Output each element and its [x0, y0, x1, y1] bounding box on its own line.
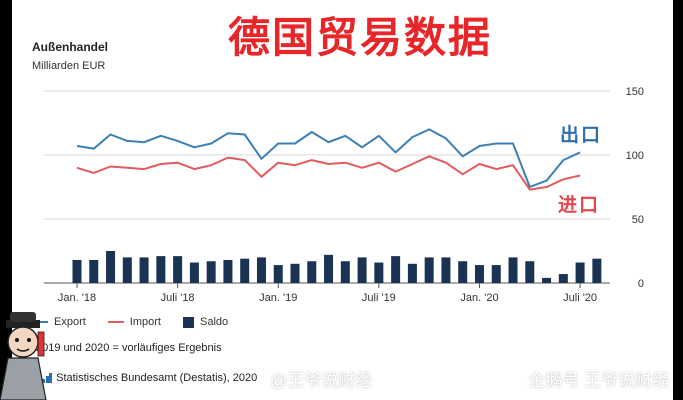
saldo-bar: [223, 259, 233, 283]
saldo-bar: [156, 256, 166, 283]
legend-saldo: Saldo: [182, 316, 229, 328]
saldo-bar: [424, 257, 434, 283]
x-tick-label: Juli '18: [161, 292, 195, 304]
x-tick-label: Jan. '20: [460, 292, 498, 304]
saldo-bar: [189, 262, 199, 283]
saldo-bar: [72, 259, 82, 283]
watermark-right: 企鹅号 王爷说财经: [528, 371, 669, 390]
chart-subtitle: Milliarden EUR: [32, 60, 106, 72]
saldo-bar: [340, 261, 350, 283]
saldo-bar: [206, 261, 216, 283]
saldo-bar: [290, 263, 300, 283]
saldo-bar: [575, 262, 585, 283]
saldo-bar: [592, 258, 602, 283]
saldo-bar: [407, 263, 417, 283]
import-line: [76, 155, 581, 191]
saldo-bar: [122, 257, 132, 283]
cartoon-avatar-icon: [0, 312, 47, 400]
saldo-bar: [458, 261, 468, 283]
saldo-bar: [474, 265, 484, 283]
import-annotation: 进口: [558, 194, 601, 216]
x-tick-label: Juli '19: [362, 292, 396, 304]
saldo-bar: [441, 257, 451, 283]
legend-import-swatch: [107, 321, 124, 323]
x-tick-label: Jan. '18: [58, 292, 96, 304]
saldo-bar: [307, 261, 317, 283]
x-tick-label: Jan. '19: [259, 292, 297, 304]
saldo-bar: [139, 257, 149, 283]
saldo-bar: [542, 277, 552, 283]
legend-saldo-label: Saldo: [199, 316, 229, 328]
y-tick-label: 0: [638, 278, 644, 290]
y-tick-label: 50: [632, 214, 644, 226]
export-annotation: 出口: [560, 124, 603, 146]
saldo-bar: [508, 257, 518, 283]
legend-import-label: Import: [129, 316, 161, 328]
saldo-bar: [324, 254, 334, 283]
x-tick-label: Juli '20: [563, 292, 597, 304]
saldo-bar: [391, 256, 401, 283]
saldo-bar: [256, 257, 266, 283]
saldo-bar: [89, 259, 99, 283]
legend-import: Import: [107, 316, 161, 328]
watermark-left: @王爷说财经: [270, 371, 373, 390]
legend-export-label: Export: [54, 316, 86, 328]
legend: Export Import Saldo: [32, 316, 250, 328]
saldo-bar: [558, 274, 568, 283]
legend-saldo-swatch: [182, 316, 194, 328]
saldo-bar: [173, 256, 183, 283]
preliminary-note: 2019 und 2020 = vorläufiges Ergebnis: [36, 342, 222, 354]
source-text: Statistisches Bundesamt (Destatis), 2020: [56, 372, 258, 384]
chart-frame: [12, 0, 673, 400]
saldo-bar: [525, 261, 535, 283]
saldo-bar: [240, 258, 250, 283]
banner-title: 德国贸易数据: [227, 13, 492, 62]
chart-title: Außenhandel: [32, 40, 109, 54]
saldo-bar: [491, 265, 501, 283]
destatis-logo-icon: [42, 373, 53, 383]
export-line: [76, 128, 581, 188]
saldo-bar: [106, 251, 116, 283]
y-tick-label: 100: [626, 150, 644, 162]
saldo-bar: [357, 257, 367, 283]
y-tick-label: 150: [626, 86, 644, 98]
saldo-bar: [273, 265, 283, 283]
source-line: © Statistisches Bundesamt (Destatis), 20…: [32, 372, 257, 384]
saldo-bar: [374, 262, 384, 283]
